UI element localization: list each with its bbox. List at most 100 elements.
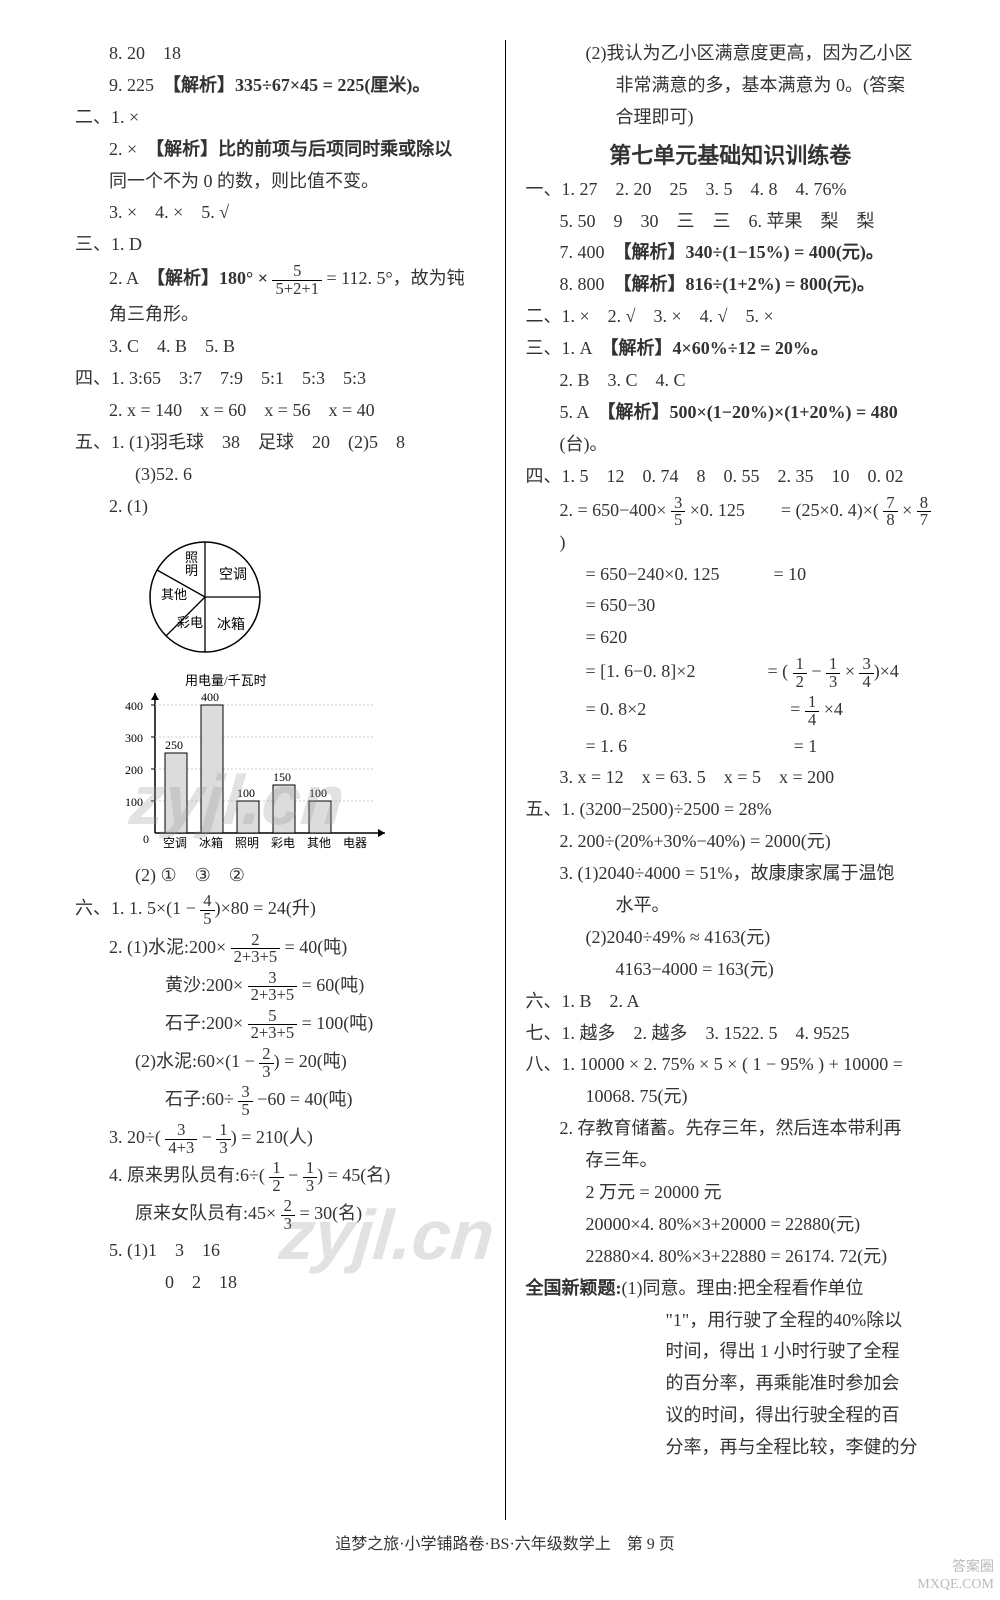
fraction: 32+3+5 — [248, 970, 297, 1004]
r-sec5-3b: 水平。 — [526, 892, 936, 920]
sec6-4db: = 30(名) — [295, 1204, 362, 1224]
svg-text:其他: 其他 — [307, 836, 331, 850]
pie-chart: 照 明 空调 冰箱 彩电 其他 — [135, 527, 275, 667]
svg-text:用电量/千瓦时: 用电量/千瓦时 — [185, 673, 267, 688]
sec2-2-cont: 同一个不为 0 的数，则比值不变。 — [75, 168, 485, 196]
fraction: 34+3 — [165, 1122, 197, 1156]
r-sec1-3: 7. 400 【解析】340÷(1−15%) = 400(元)。 — [526, 239, 936, 267]
svg-text:彩电: 彩电 — [271, 836, 295, 850]
r14b: 【解析】816÷(1+2%) = 800(元)。 — [623, 274, 875, 294]
r-sec4-2e: = [1. 6−0. 8]×2 = ( 12 − 13 × 34)×4 — [526, 656, 936, 690]
r-sec8-2d: 20000×4. 80%×3+20000 = 22880(元) — [526, 1211, 936, 1239]
r-top1: (2)我认为乙小区满意度更高，因为乙小区 — [526, 40, 936, 68]
sec6-4c: ) = 45(名) — [317, 1166, 390, 1186]
unit-title: 第七单元基础知识训练卷 — [526, 138, 936, 170]
r-sec7: 七、1. 越多 2. 越多 3. 1522. 5 4. 9525 — [526, 1020, 936, 1048]
r-sec8-1a: 八、1. 10000 × 2. 75% × 5 × ( 1 − 95% ) + … — [526, 1051, 936, 1079]
fraction: 78 — [883, 495, 897, 529]
sec6-4b: − — [284, 1166, 303, 1186]
fraction: 14 — [805, 694, 819, 728]
svg-text:其他: 其他 — [161, 587, 187, 602]
two-column-layout: 8. 20 18 9. 225 【解析】335÷67×45 = 225(厘米)。… — [60, 40, 950, 1520]
r42e4: )×4 — [874, 661, 899, 681]
left-column: 8. 20 18 9. 225 【解析】335÷67×45 = 225(厘米)。… — [60, 40, 506, 1520]
stone: 石子:200× 52+3+5 = 100(吨) — [75, 1008, 485, 1042]
r-sec8-2a: 2. 存教育储蓄。先存三年，然后连本带利再 — [526, 1115, 936, 1143]
r42e3: × — [840, 661, 859, 681]
svg-text:250: 250 — [165, 738, 183, 752]
svg-text:300: 300 — [125, 731, 143, 745]
sec6-3c: ) = 210(人) — [231, 1127, 313, 1147]
sand-b: = 60(吨) — [297, 975, 364, 995]
sec2-2-analysis: 【解析】比的前项与后项同时乘或除以 — [155, 139, 452, 159]
r-sec8-2c: 2 万元 = 20000 元 — [526, 1179, 936, 1207]
r-sec4-2b: = 650−240×0. 125 = 10 — [526, 561, 936, 589]
cement2-b: ) = 20(吨) — [274, 1051, 347, 1071]
answer-9: 9. 225 — [109, 75, 172, 95]
r-sec4-1: 四、1. 5 12 0. 74 8 0. 55 2. 35 10 0. 02 — [526, 463, 936, 491]
sand-a: 黄沙:200× — [165, 975, 248, 995]
sec2-2: 2. × 【解析】比的前项与后项同时乘或除以 — [75, 136, 485, 164]
fraction: 13 — [303, 1160, 317, 1194]
svg-text:100: 100 — [125, 795, 143, 809]
sec3-2-ans: 2. A — [109, 268, 156, 288]
fraction: 55+2+1 — [272, 263, 321, 297]
svg-text:空调: 空调 — [219, 567, 247, 583]
right-column: (2)我认为乙小区满意度更高，因为乙小区 非常满意的多，基本满意为 0。(答案 … — [506, 40, 951, 1520]
r42f2: ×4 — [819, 700, 843, 720]
sec6-4: 4. 原来男队员有:6÷( 12 − 13) = 45(名) — [75, 1160, 485, 1194]
svg-text:空调: 空调 — [163, 836, 187, 850]
fraction: 13 — [216, 1122, 230, 1156]
r-sec3-3: 5. A 【解析】500×(1−20%)×(1+20%) = 480 — [526, 399, 936, 427]
svg-text:电器: 电器 — [343, 836, 367, 850]
r-sec1-2: 5. 50 9 30 三 三 6. 苹果 梨 梨 — [526, 208, 936, 236]
sec3-2-end: = 112. 5°，故为钝 — [322, 268, 465, 288]
novel4: 时间，得出 1 小时行驶了全程 — [526, 1338, 936, 1366]
sec6-3a: 3. 20÷( — [109, 1127, 165, 1147]
fraction: 34 — [859, 656, 873, 690]
fraction: 23 — [281, 1198, 295, 1232]
item-8: 8. 20 18 — [75, 40, 485, 68]
sec3-1: 三、1. D — [75, 231, 485, 259]
svg-text:0: 0 — [143, 832, 149, 846]
fraction: 12 — [269, 1160, 283, 1194]
r-sec8-2b: 存三年。 — [526, 1147, 936, 1175]
r-sec3-1: 三、1. A 【解析】4×60%÷12 = 20%。 — [526, 335, 936, 363]
cement2: (2)水泥:60×(1 − — [135, 1051, 259, 1071]
fraction: 23 — [259, 1046, 273, 1080]
svg-text:400: 400 — [201, 690, 219, 704]
r42a: 2. = 650−400× — [560, 500, 671, 520]
novel6: 议的时间，得出行驶全程的百 — [526, 1402, 936, 1430]
fraction: 13 — [826, 656, 840, 690]
sec2-345: 3. × 4. × 5. √ — [75, 199, 485, 227]
r42e1: = [1. 6−0. 8]×2 = ( — [586, 661, 793, 681]
r42f1: = 0. 8×2 = — [586, 700, 805, 720]
novel2: (1)同意。理由:把全程看作单位 — [622, 1278, 864, 1298]
r-sec6: 六、1. B 2. A — [526, 988, 936, 1016]
cement: 2. (1)水泥:200× — [109, 937, 231, 957]
svg-text:100: 100 — [237, 786, 255, 800]
r-sec2: 二、1. × 2. √ 3. × 4. √ 5. × — [526, 303, 936, 331]
sec3-345: 3. C 4. B 5. B — [75, 333, 485, 361]
svg-text:彩电: 彩电 — [177, 615, 203, 630]
sec5-2-2: (2) ① ③ ② — [75, 862, 485, 890]
sec4-2: 2. x = 140 x = 60 x = 56 x = 40 — [75, 397, 485, 425]
fraction: 35 — [238, 1084, 252, 1118]
r-sec5-1: 五、1. (3200−2500)÷2500 = 28% — [526, 796, 936, 824]
item-9: 9. 225 【解析】335÷67×45 = 225(厘米)。 — [75, 72, 485, 100]
fraction: 35 — [671, 495, 685, 529]
r-sec4-2c: = 650−30 — [526, 592, 936, 620]
sec6-4d: 原来女队员有:45× 23 = 30(名) — [75, 1198, 485, 1232]
r-sec8-1b: 10068. 75(元) — [526, 1083, 936, 1111]
novel5: 的百分率，再乘能准时参加会 — [526, 1370, 936, 1398]
novel3: "1"，用行驶了全程的40%除以 — [526, 1307, 936, 1335]
sec3-2: 2. A 【解析】180° × 55+2+1 = 112. 5°，故为钝 — [75, 263, 485, 297]
bar-chart: 用电量/千瓦时 100 200 — [115, 673, 485, 858]
sec6-1: 六、1. 1. 5×(1 − 45)×80 = 24(升) — [75, 893, 485, 927]
sec6-2-1: 2. (1)水泥:200× 22+3+5 = 40(吨) — [75, 932, 485, 966]
svg-text:照明: 照明 — [235, 836, 259, 850]
r31b: 【解析】4×60%÷12 = 20%。 — [610, 338, 829, 358]
sand: 黄沙:200× 32+3+5 = 60(吨) — [75, 970, 485, 1004]
fraction: 22+3+5 — [231, 932, 280, 966]
novel-label: 全国新颖题: — [526, 1278, 622, 1298]
